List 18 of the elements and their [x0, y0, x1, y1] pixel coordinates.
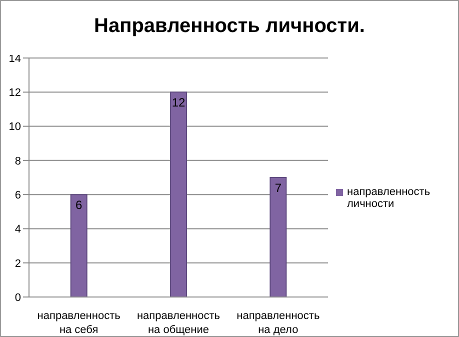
x-tick-label: направленность на дело	[236, 310, 320, 336]
y-tick-label: 0	[14, 292, 21, 304]
bar	[270, 177, 287, 297]
bar	[170, 92, 188, 297]
y-tick-label: 12	[8, 87, 21, 100]
y-tick-label: 10	[8, 121, 21, 134]
y-tick-label: 2	[14, 258, 21, 270]
y-tick-label: 4	[14, 224, 21, 236]
data-label: 12	[172, 96, 186, 110]
bar	[70, 194, 88, 297]
x-tick-label: направленность на себя	[37, 310, 121, 336]
y-tick-label: 6	[14, 189, 21, 202]
x-tick-label: направленность на общение	[136, 310, 220, 336]
data-label: 7	[274, 181, 282, 196]
legend-label: направленность личности	[347, 186, 432, 210]
chart-title: Направленность личности.	[94, 15, 365, 37]
y-tick-label: 8	[14, 155, 21, 168]
data-label: 6	[76, 198, 83, 212]
